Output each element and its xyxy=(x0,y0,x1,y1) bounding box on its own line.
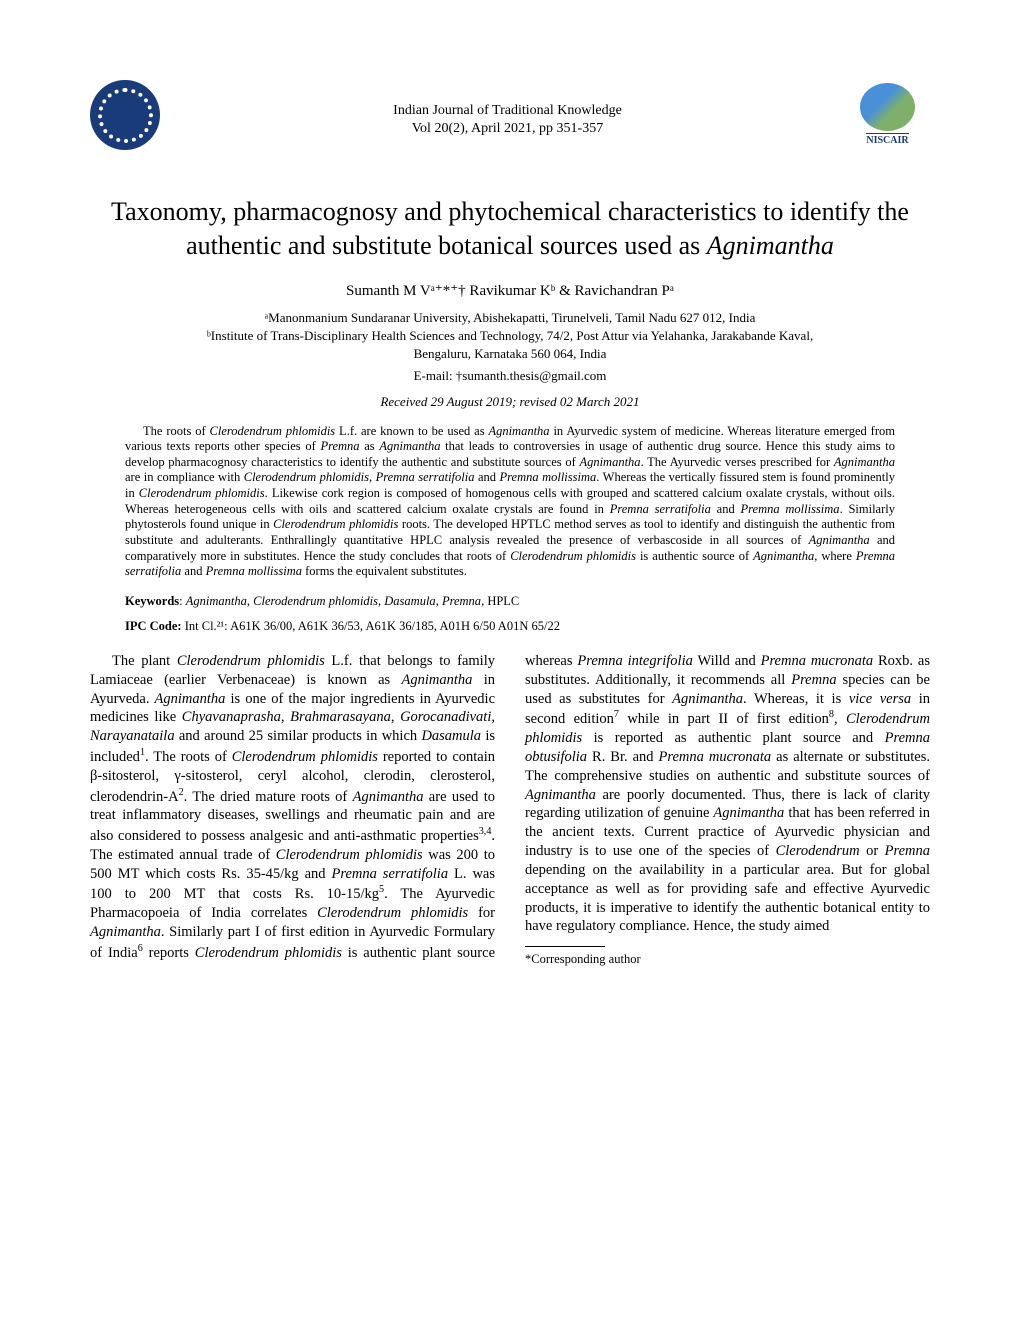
affiliation-b1: ᵇInstitute of Trans-Disciplinary Health … xyxy=(90,328,930,344)
header-row: Indian Journal of Traditional Knowledge … xyxy=(90,80,930,160)
footer-divider xyxy=(525,946,605,947)
paper-title: Taxonomy, pharmacognosy and phytochemica… xyxy=(90,195,930,263)
email: E-mail: †sumanth.thesis@gmail.com xyxy=(90,368,930,384)
body-text: The plant Clerodendrum phlomidis L.f. th… xyxy=(90,652,930,968)
keywords: Keywords: Agnimantha, Clerodendrum phlom… xyxy=(125,594,895,609)
affiliation-a: ᵃManonmanium Sundaranar University, Abis… xyxy=(90,310,930,326)
globe-icon xyxy=(860,83,915,131)
csir-logo-icon xyxy=(90,80,160,150)
affiliation-b2: Bengaluru, Karnataka 560 064, India xyxy=(90,346,930,362)
body-paragraph-1: The plant Clerodendrum phlomidis L.f. th… xyxy=(90,652,930,968)
abstract: The roots of Clerodendrum phlomidis L.f.… xyxy=(125,424,895,580)
ipc-code: IPC Code: Int Cl.²¹: A61K 36/00, A61K 36… xyxy=(125,619,895,634)
journal-volume: Vol 20(2), April 2021, pp 351-357 xyxy=(393,120,622,138)
logo-left xyxy=(90,80,170,160)
received-date: Received 29 August 2019; revised 02 Marc… xyxy=(90,394,930,410)
niscair-label: NISCAIR xyxy=(866,133,908,146)
journal-name: Indian Journal of Traditional Knowledge xyxy=(393,102,622,120)
footer-section: *Corresponding author xyxy=(525,946,930,967)
corresponding-author: *Corresponding author xyxy=(525,951,930,967)
journal-info: Indian Journal of Traditional Knowledge … xyxy=(393,102,622,138)
authors: Sumanth M Vᵃ⁺*⁺† Ravikumar Kᵇ & Ravichan… xyxy=(90,281,930,300)
logo-right: NISCAIR xyxy=(845,83,930,158)
